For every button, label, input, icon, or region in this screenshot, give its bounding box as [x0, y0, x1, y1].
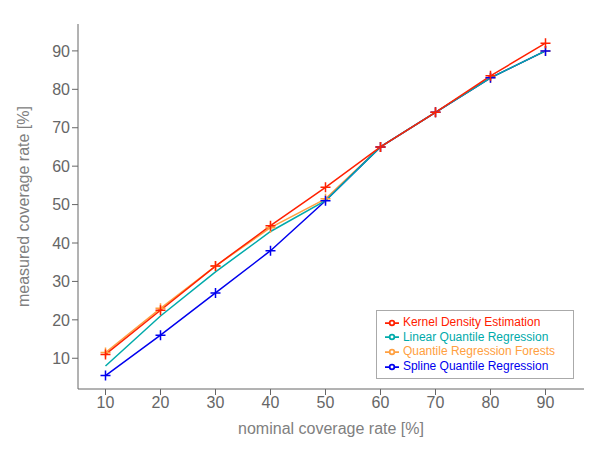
svg-text:90: 90	[537, 394, 555, 411]
svg-text:60: 60	[372, 394, 390, 411]
html-text:Kernel Density Estimation: Kernel Density Estimation	[402, 314, 541, 329]
svg-text:80: 80	[52, 81, 70, 98]
svg-text:30: 30	[207, 394, 225, 411]
html-text:Spline Quantile Regression: Spline Quantile Regression	[402, 359, 549, 374]
svg-text:20: 20	[52, 312, 70, 329]
html-text:Linear Quantile Regression: Linear Quantile Regression	[402, 329, 549, 344]
svg-text:10: 10	[97, 394, 115, 411]
svg-text:60: 60	[52, 158, 70, 175]
svg-text:90: 90	[52, 43, 70, 60]
svg-text:nominal coverage rate [%]: nominal coverage rate [%]	[238, 420, 424, 437]
svg-text:70: 70	[52, 119, 70, 136]
svg-text:80: 80	[482, 394, 500, 411]
svg-text:10: 10	[52, 350, 70, 367]
svg-text:40: 40	[262, 394, 280, 411]
svg-text:50: 50	[317, 394, 335, 411]
svg-text:50: 50	[52, 196, 70, 213]
html-text:Quantile Regression Forests: Quantile Regression Forests	[402, 344, 555, 359]
svg-text:70: 70	[427, 394, 445, 411]
svg-text:40: 40	[52, 235, 70, 252]
svg-text:30: 30	[52, 273, 70, 290]
svg-text:measured coverage rate [%]: measured coverage rate [%]	[15, 106, 32, 307]
svg-text:20: 20	[152, 394, 170, 411]
